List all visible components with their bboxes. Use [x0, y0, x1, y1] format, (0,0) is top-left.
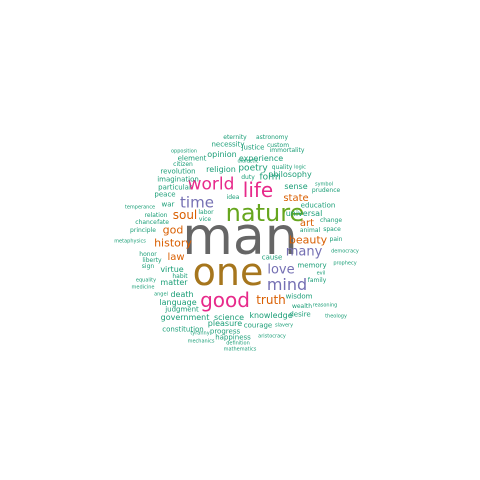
cloud-word: cause	[261, 253, 283, 262]
cloud-word: citizen	[173, 161, 193, 168]
cloud-word: happiness	[215, 333, 251, 342]
cloud-word: animal	[299, 227, 321, 234]
cloud-word: tyranny	[190, 330, 210, 337]
cloud-word: pain	[329, 236, 343, 243]
cloud-word: poetry	[238, 163, 268, 174]
cloud-word: vice	[198, 216, 212, 223]
cloud-word: world	[187, 174, 235, 195]
cloud-word: law	[167, 252, 185, 263]
cloud-word: space	[323, 226, 341, 233]
cloud-word: religion	[206, 165, 236, 174]
cloud-word: necessity	[211, 140, 245, 149]
cloud-word: prophecy	[333, 260, 357, 267]
cloud-word: duty	[241, 174, 255, 181]
cloud-word: sense	[284, 182, 308, 191]
cloud-word: beauty	[288, 233, 328, 247]
cloud-word: man	[182, 207, 298, 267]
cloud-word: element	[177, 154, 207, 163]
cloud-word: wisdom	[285, 292, 313, 301]
cloud-word: medicine	[131, 284, 155, 291]
cloud-word: prudence	[311, 187, 341, 194]
cloud-word: justice	[241, 143, 265, 152]
cloud-word: equality	[135, 277, 157, 284]
cloud-word: philosophy	[268, 170, 312, 179]
cloud-word: universal	[285, 209, 323, 218]
cloud-word: temperance	[124, 204, 156, 211]
cloud-word: many	[285, 244, 323, 260]
cloud-word: judgment	[165, 305, 199, 314]
cloud-word: symbol	[314, 181, 334, 188]
cloud-word: constitution	[162, 325, 204, 334]
cloud-word: nature	[225, 199, 305, 227]
cloud-word: education	[300, 201, 336, 210]
cloud-word: art	[299, 218, 315, 229]
cloud-word: metaphysics	[114, 238, 146, 245]
cloud-word: memory	[297, 261, 327, 270]
cloud-word: fate	[157, 219, 169, 226]
cloud-word: reasoning	[312, 302, 338, 309]
cloud-word: matter	[160, 278, 188, 287]
cloud-word: definition	[226, 340, 250, 347]
cloud-word: chance	[135, 219, 157, 226]
cloud-word: family	[307, 277, 327, 284]
cloud-word: truth	[256, 293, 286, 307]
cloud-word: death	[170, 290, 194, 299]
cloud-word: state	[283, 193, 309, 204]
cloud-word: relation	[144, 212, 168, 219]
cloud-word: opinion	[207, 150, 237, 159]
cloud-word: government	[160, 313, 210, 322]
cloud-word: peace	[154, 190, 176, 199]
cloud-word: immortality	[269, 147, 305, 154]
cloud-word: principle	[130, 227, 156, 234]
cloud-word: habit	[172, 273, 188, 280]
cloud-word: god	[162, 223, 184, 237]
cloud-word: theology	[325, 313, 347, 320]
cloud-word: logic	[294, 164, 306, 171]
cloud-word: time	[180, 193, 214, 212]
cloud-word: change	[319, 217, 343, 224]
cloud-word: sign	[141, 263, 155, 270]
cloud-word: virtue	[160, 265, 184, 274]
cloud-word: mathematics	[223, 346, 257, 353]
cloud-word: good	[200, 288, 250, 312]
cloud-word: courage	[243, 321, 273, 330]
cloud-word: opposition	[170, 148, 198, 155]
cloud-word: love	[267, 262, 295, 278]
cloud-word: imagination	[157, 175, 199, 184]
cloud-word: idea	[226, 194, 240, 201]
cloud-word: desire	[289, 310, 311, 319]
cloud-word: history	[154, 236, 192, 250]
cloud-word: dialectic	[237, 158, 259, 165]
cloud-word: progress	[209, 327, 241, 336]
cloud-word: honor	[139, 251, 157, 258]
cloud-word: life	[242, 178, 274, 202]
cloud-word: mechanics	[187, 338, 215, 345]
cloud-word: labor	[198, 209, 214, 216]
cloud-word: astronomy	[255, 134, 289, 141]
cloud-word: angel	[154, 291, 168, 298]
cloud-word: mind	[266, 275, 308, 294]
cloud-word: form	[259, 172, 281, 183]
cloud-word: soul	[172, 208, 198, 222]
cloud-word: eternity	[223, 134, 247, 141]
cloud-word: knowledge	[249, 311, 293, 320]
cloud-word: war	[161, 200, 175, 209]
cloud-word: pleasure	[207, 319, 243, 328]
cloud-word: slavery	[274, 322, 294, 329]
cloud-word: evil	[316, 270, 326, 277]
cloud-word: custom	[266, 142, 290, 149]
cloud-word: language	[159, 298, 197, 307]
cloud-word: wealth	[291, 303, 313, 310]
cloud-word: one	[192, 250, 264, 294]
cloud-word: science	[213, 313, 245, 322]
cloud-word: quality	[271, 164, 293, 171]
cloud-word: liberty	[142, 257, 162, 264]
cloud-word: aristocracy	[258, 333, 286, 340]
cloud-word: experience	[238, 154, 284, 163]
cloud-word: democracy	[331, 248, 359, 255]
cloud-word: revolution	[160, 167, 196, 176]
cloud-word: particular	[158, 183, 192, 192]
